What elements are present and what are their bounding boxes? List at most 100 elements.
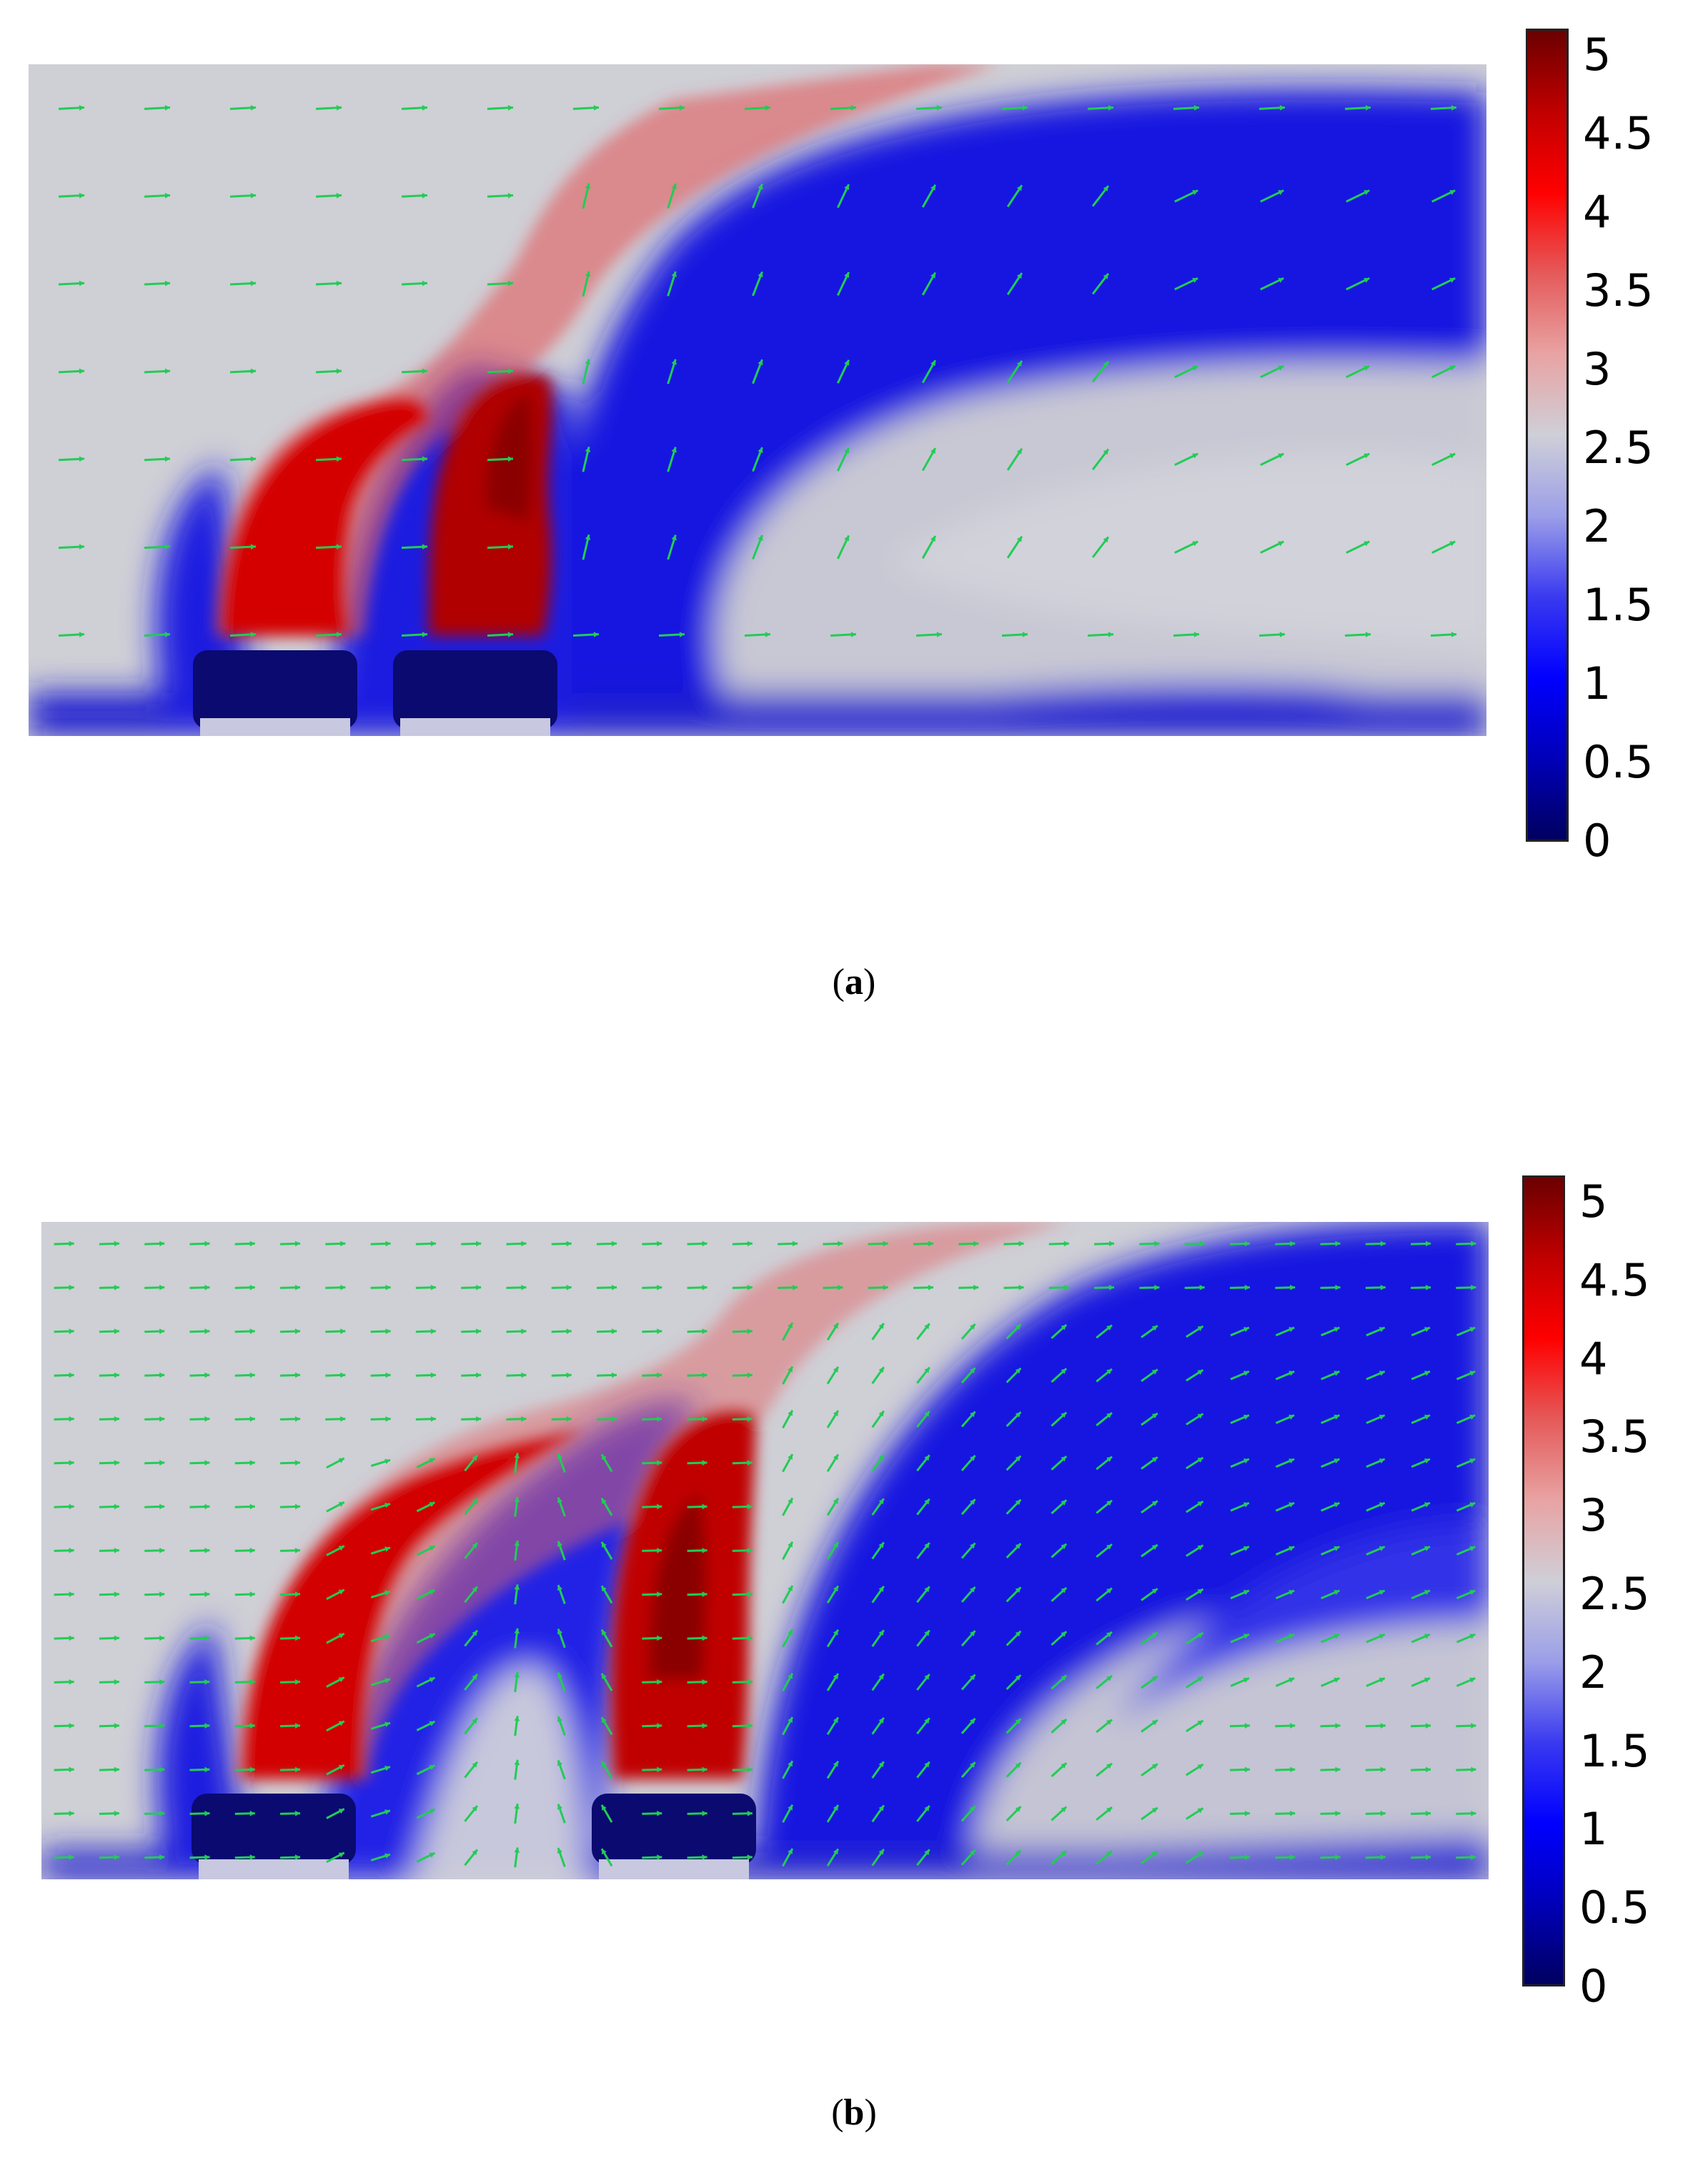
velocity-arrow-head: [878, 1498, 884, 1505]
velocity-arrow-head: [429, 1721, 435, 1726]
velocity-arrow-head: [514, 1584, 520, 1590]
velocity-arrow-head: [833, 1586, 838, 1592]
velocity-arrow-head: [747, 1635, 753, 1641]
velocity-arrow-head: [1379, 1677, 1385, 1683]
velocity-arrow-head: [1106, 1325, 1113, 1331]
velocity-arrow-head: [336, 368, 342, 374]
velocity-arrow-head: [1243, 1414, 1249, 1420]
velocity-arrow-head: [928, 1240, 933, 1247]
velocity-arrow-head: [250, 105, 256, 111]
velocity-arrow-head: [788, 1849, 793, 1855]
velocity-arrow-head: [69, 1328, 74, 1334]
velocity-arrow-head: [114, 1766, 119, 1773]
velocity-arrow-head: [1061, 1368, 1067, 1374]
velocity-arrow-head: [1469, 1590, 1476, 1596]
velocity-arrow-head: [878, 1454, 884, 1461]
velocity-arrow-head: [204, 1854, 210, 1860]
velocity-arrow-head: [566, 1240, 572, 1247]
velocity-arrow-head: [294, 1460, 301, 1466]
velocity-arrow-head: [204, 1766, 210, 1773]
velocity-arrow-head: [114, 1372, 119, 1378]
velocity-arrow-head: [1106, 1719, 1113, 1725]
velocity-arrow-head: [557, 1716, 563, 1723]
velocity-arrow-head: [69, 1766, 74, 1773]
velocity-arrow-head: [1365, 105, 1371, 111]
velocity-arrow-head: [204, 1723, 210, 1729]
velocity-arrow-head: [924, 1718, 930, 1724]
velocity-arrow-head: [204, 1503, 210, 1510]
velocity-arrow-head: [1015, 1850, 1021, 1856]
velocity-arrow-head: [936, 632, 942, 637]
velocity-arrow-head: [1106, 1763, 1113, 1769]
velocity-arrow-head: [1278, 453, 1284, 459]
velocity-arrow-head: [507, 544, 513, 550]
velocity-arrow-head: [1197, 1851, 1203, 1857]
velocity-arrow-head: [250, 456, 256, 462]
velocity-arrow-head: [970, 1543, 975, 1549]
velocity-arrow-head: [611, 1284, 617, 1291]
velocity-arrow-head: [1278, 277, 1284, 283]
velocity-arrow-head: [1335, 1810, 1341, 1816]
velocity-arrow-head: [1015, 1412, 1021, 1418]
velocity-arrow-head: [1471, 1723, 1476, 1729]
velocity-arrow-head: [204, 1240, 210, 1247]
velocity-arrow-head: [472, 1761, 477, 1768]
velocity-arrow-head: [294, 1503, 301, 1510]
velocity-arrow-head: [1364, 453, 1370, 459]
velocity-arrow-head: [1471, 1854, 1476, 1860]
velocity-arrow-head: [924, 1674, 930, 1680]
velocity-arrow-head: [1449, 453, 1456, 459]
velocity-arrow-head: [336, 632, 342, 637]
velocity-arrow-head: [1278, 365, 1284, 371]
velocity-arrow-head: [514, 1672, 520, 1678]
velocity-arrow-head: [1364, 365, 1370, 371]
velocity-arrow-head: [1103, 361, 1108, 367]
velocity-arrow-head: [159, 1503, 165, 1510]
velocity-arrow-head: [1243, 1677, 1249, 1683]
velocity-arrow-head: [1192, 365, 1198, 371]
velocity-arrow-head: [249, 1547, 255, 1553]
velocity-arrow-head: [114, 1723, 119, 1729]
colorbar-b-tick-label: 1.5: [1579, 1724, 1650, 1777]
velocity-arrow-head: [422, 280, 427, 287]
velocity-arrow-head: [114, 1240, 119, 1247]
velocity-arrow-head: [657, 1766, 662, 1773]
velocity-arrow-head: [1335, 1766, 1341, 1773]
velocity-arrow-head: [593, 105, 599, 111]
velocity-arrow-head: [1334, 1677, 1340, 1683]
velocity-arrow-head: [1379, 1590, 1385, 1596]
velocity-arrow-head: [557, 1541, 563, 1547]
velocity-arrow-head: [788, 1717, 793, 1724]
velocity-arrow-head: [1151, 1326, 1158, 1331]
velocity-arrow-head: [159, 1328, 165, 1334]
caption-b-close: ): [864, 2092, 877, 2133]
velocity-arrow-head: [69, 1723, 74, 1729]
velocity-arrow-head: [1197, 1764, 1203, 1770]
velocity-arrow-head: [159, 1635, 165, 1641]
velocity-arrow-head: [1449, 190, 1456, 195]
velocity-arrow-head: [1451, 105, 1456, 111]
velocity-arrow-head: [1469, 1546, 1476, 1551]
velocity-arrow-head: [930, 184, 935, 191]
velocity-arrow-head: [1364, 541, 1370, 547]
velocity-arrow-head: [702, 1679, 707, 1685]
velocity-arrow-head: [702, 1284, 707, 1291]
velocity-arrow-head: [1379, 1327, 1385, 1333]
velocity-arrow-head: [557, 1629, 563, 1635]
velocity-arrow-head: [1243, 1546, 1249, 1551]
velocity-arrow-head: [1108, 632, 1113, 637]
velocity-arrow-head: [1334, 1458, 1340, 1464]
velocity-arrow-head: [521, 1240, 527, 1247]
velocity-arrow-head: [514, 1716, 520, 1721]
velocity-arrow-head: [294, 1810, 301, 1816]
velocity-arrow-head: [507, 456, 513, 462]
velocity-arrow-head: [1106, 1807, 1113, 1813]
velocity-arrow-head: [159, 1460, 165, 1466]
velocity-arrow-head: [429, 1809, 435, 1814]
velocity-arrow-head: [338, 1809, 344, 1814]
colorbar-b-tick-label: 0: [1579, 1960, 1608, 2012]
velocity-arrow-head: [844, 184, 850, 190]
velocity-arrow-head: [249, 1591, 255, 1597]
velocity-arrow-head: [924, 1367, 930, 1373]
velocity-arrow-head: [476, 1284, 482, 1291]
